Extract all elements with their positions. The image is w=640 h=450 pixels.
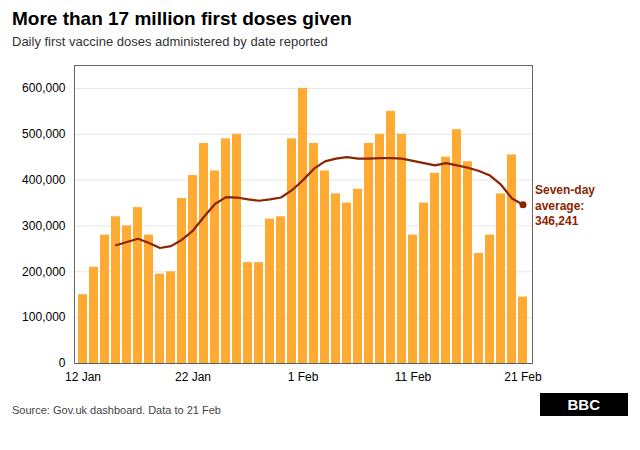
svg-text:300,000: 300,000 bbox=[22, 219, 66, 233]
svg-text:1 Feb: 1 Feb bbox=[288, 370, 319, 384]
svg-text:600,000: 600,000 bbox=[22, 81, 66, 95]
svg-text:11 Feb: 11 Feb bbox=[395, 370, 432, 384]
svg-text:400,000: 400,000 bbox=[22, 173, 66, 187]
svg-text:0: 0 bbox=[59, 356, 66, 370]
html-text:BBC: BBC bbox=[567, 396, 600, 413]
html-text:Source: Gov.uk dashboard. Data: Source: Gov.uk dashboard. Data to 21 Feb bbox=[12, 404, 221, 416]
html-text:Daily first vaccine doses admi: Daily first vaccine doses administered b… bbox=[12, 34, 328, 49]
svg-text:200,000: 200,000 bbox=[22, 265, 66, 279]
svg-text:22 Jan: 22 Jan bbox=[175, 370, 211, 384]
html-text:More than 17 million first dos: More than 17 million first doses given bbox=[12, 8, 352, 29]
svg-text:500,000: 500,000 bbox=[22, 127, 66, 141]
svg-text:Seven-dayaverage:346,241: Seven-dayaverage:346,241 bbox=[535, 183, 595, 228]
svg-text:100,000: 100,000 bbox=[22, 310, 66, 324]
svg-text:21 Feb: 21 Feb bbox=[504, 370, 542, 384]
svg-text:12 Jan: 12 Jan bbox=[65, 370, 101, 384]
